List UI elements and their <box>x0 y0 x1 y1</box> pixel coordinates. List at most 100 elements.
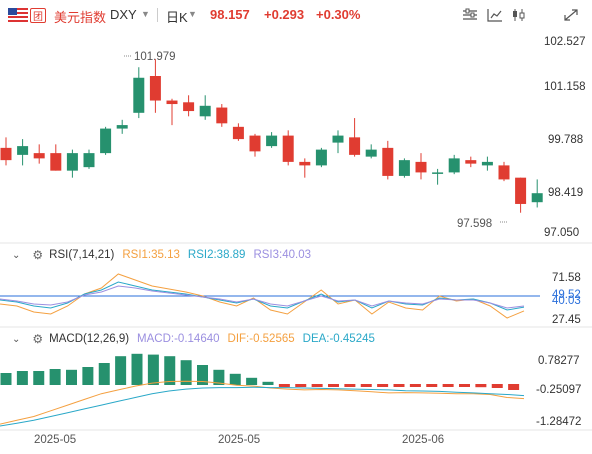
candle-body <box>216 107 228 124</box>
macd-bar <box>147 354 159 385</box>
macd-axis-label: -1.28472 <box>536 416 581 428</box>
macd-bar <box>426 384 438 387</box>
candle-body <box>481 161 493 166</box>
candle-body <box>83 153 95 168</box>
macd-bar <box>409 384 421 387</box>
group-badge: 团 <box>30 8 46 23</box>
y-tick-label: 101.158 <box>544 81 586 93</box>
macd-bar <box>344 384 356 387</box>
macd-bar <box>16 371 28 385</box>
macd-axis-label: -0.25097 <box>536 384 581 396</box>
macd-bar <box>360 384 372 387</box>
collapse-chevron-icon[interactable]: ⌄ <box>12 249 21 261</box>
candle-body <box>282 135 294 162</box>
candle-body <box>266 135 278 147</box>
macd-bar <box>328 384 339 387</box>
macd-bar <box>131 353 143 385</box>
candle-body <box>315 149 327 166</box>
macd-bar <box>295 384 307 387</box>
rsi-axis-label: 27.45 <box>552 314 581 326</box>
rsi-label: RSI(7,14,21) <box>49 249 115 261</box>
fullscreen-icon[interactable] <box>563 8 581 24</box>
x-tick-label: 2025-05 <box>34 434 76 446</box>
y-tick-label: 99.788 <box>548 134 583 146</box>
macd-bar <box>98 363 110 385</box>
macd-bar <box>459 384 470 387</box>
rsi3-line <box>0 285 525 309</box>
macd-bar <box>0 373 12 385</box>
y-tick-label: 97.050 <box>544 227 579 239</box>
candle-body <box>432 172 444 174</box>
candle-body <box>50 153 62 171</box>
macd-bar <box>311 384 323 387</box>
macd-bar <box>393 384 405 387</box>
candle-body <box>166 100 178 105</box>
candle-body <box>116 125 128 129</box>
y-tick-label: 102.527 <box>544 36 586 48</box>
timeframe-chevron-icon[interactable]: ▼ <box>188 9 197 19</box>
macd-bar <box>246 377 258 385</box>
candle-icon[interactable] <box>511 8 529 24</box>
candle-body <box>232 126 244 140</box>
macd-bar <box>180 360 192 385</box>
rsi-axis-label: 40.03 <box>552 295 581 307</box>
y-tick-label: 98.419 <box>548 187 583 199</box>
dea-line <box>0 386 525 427</box>
candle-body <box>415 161 427 173</box>
candle-body <box>0 147 12 161</box>
candle-body <box>183 102 195 112</box>
rsi2-value: RSI2:38.89 <box>187 249 246 261</box>
candle-body <box>249 135 261 152</box>
settings-gear-icon[interactable]: ⚙ <box>32 248 44 262</box>
rsi3-value: RSI3:40.03 <box>253 249 311 261</box>
macd-bar <box>278 384 290 387</box>
symbol-name[interactable]: 美元指数 <box>54 10 107 25</box>
candle-body <box>382 147 394 176</box>
rsi-lines-layer <box>0 273 525 319</box>
rsi-axis-label: 49.52 <box>552 289 581 301</box>
macd-bar <box>66 369 77 385</box>
x-tick-label: 2025-06 <box>402 434 444 446</box>
macd-bar <box>82 367 94 385</box>
macd-bar <box>213 369 225 385</box>
macd-bar <box>442 384 454 387</box>
chevron-down-icon[interactable]: ▼ <box>141 9 150 19</box>
candle-body <box>498 165 510 180</box>
candle-body <box>17 146 29 155</box>
macd-bar <box>475 384 487 388</box>
candle-body <box>448 158 460 173</box>
candles-layer <box>0 59 543 213</box>
candle-body <box>199 105 211 117</box>
candle-body <box>133 77 145 113</box>
timeframe-selector[interactable]: 日K <box>166 10 188 25</box>
rsi-axis-label: 71.58 <box>552 272 581 284</box>
macd-bar <box>33 371 45 385</box>
rsi2-line <box>0 281 525 311</box>
macd-bar <box>491 384 503 388</box>
candle-body <box>465 160 477 164</box>
macd-bar <box>115 356 127 385</box>
macd-settings-gear-icon[interactable]: ⚙ <box>32 332 44 346</box>
macd-layer <box>0 353 525 427</box>
macd-bar <box>164 356 176 385</box>
indicator-settings-icon[interactable] <box>462 8 480 24</box>
candle-body <box>531 193 543 203</box>
rsi1-value: RSI1:35.13 <box>122 249 180 261</box>
macd-legend: ⌄ ⚙ MACD(12,26,9) MACD:-0.14640 DIF:-0.5… <box>0 330 375 348</box>
candle-body <box>299 161 311 166</box>
candle-body <box>398 160 410 176</box>
min-price-label: 97.598 <box>457 218 492 230</box>
chart-type-icon[interactable] <box>487 8 505 24</box>
macd-bar <box>377 384 389 387</box>
max-price-label: 101.979 <box>134 51 176 63</box>
macd-label: MACD(12,26,9) <box>49 333 130 345</box>
candle-body <box>149 76 161 101</box>
x-tick-label: 2025-05 <box>218 434 260 446</box>
symbol-code[interactable]: DXY <box>110 7 137 22</box>
macd-bar <box>229 373 241 385</box>
us-flag-icon <box>8 8 28 22</box>
macd-collapse-chevron-icon[interactable]: ⌄ <box>12 333 21 345</box>
candle-body <box>349 137 361 155</box>
